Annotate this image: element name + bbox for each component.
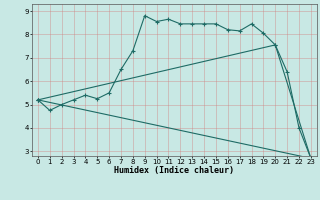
- X-axis label: Humidex (Indice chaleur): Humidex (Indice chaleur): [115, 166, 234, 175]
